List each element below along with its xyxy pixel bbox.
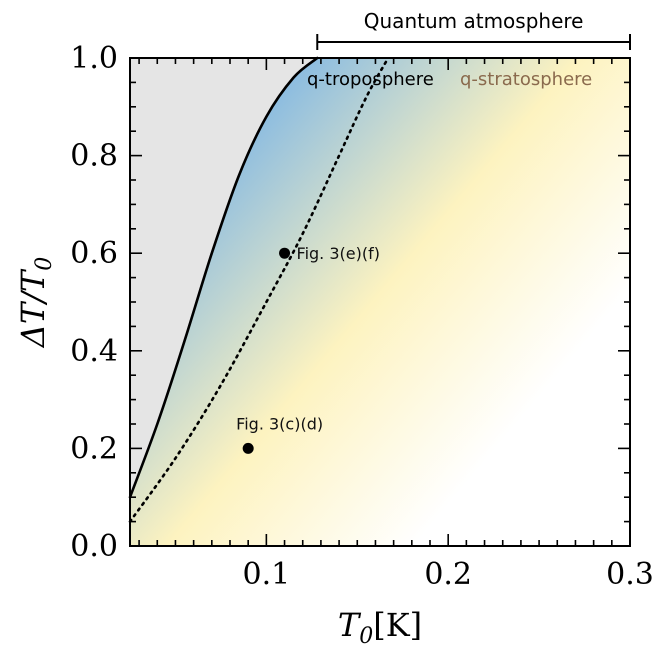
- dotted-boundary-line: [128, 56, 390, 523]
- point-label: Fig. 3(c)(d): [236, 414, 323, 433]
- y-tick-label: 0.2: [70, 431, 118, 466]
- y-tick-label: 0.8: [70, 139, 118, 174]
- x-tick-label: 0.2: [424, 557, 472, 592]
- y-tick-label: 0.0: [70, 529, 118, 564]
- x-tick-label: 0.3: [606, 557, 654, 592]
- bracket-label: Quantum atmosphere: [364, 9, 584, 33]
- quantum-atmosphere-bracket: [316, 34, 631, 50]
- quantum-atmosphere-region: [130, 58, 630, 546]
- excluded-region: [130, 58, 318, 498]
- plot-frame: [129, 57, 631, 547]
- y-axis-title: ΔT/T0: [14, 257, 57, 350]
- stratosphere-label: q-stratosphere: [460, 69, 592, 90]
- x-tick-label: 0.1: [243, 557, 291, 592]
- data-point: [279, 247, 291, 259]
- y-tick-label: 0.6: [70, 236, 118, 271]
- y-tick-label: 1.0: [70, 41, 118, 76]
- y-tick-label: 0.4: [70, 334, 118, 369]
- x-axis-title: T0[K]: [338, 606, 422, 646]
- solid-boundary-line: [128, 56, 319, 499]
- troposphere-label: q-troposphere: [307, 69, 434, 90]
- data-point: [242, 442, 254, 454]
- point-label: Fig. 3(e)(f): [297, 244, 380, 263]
